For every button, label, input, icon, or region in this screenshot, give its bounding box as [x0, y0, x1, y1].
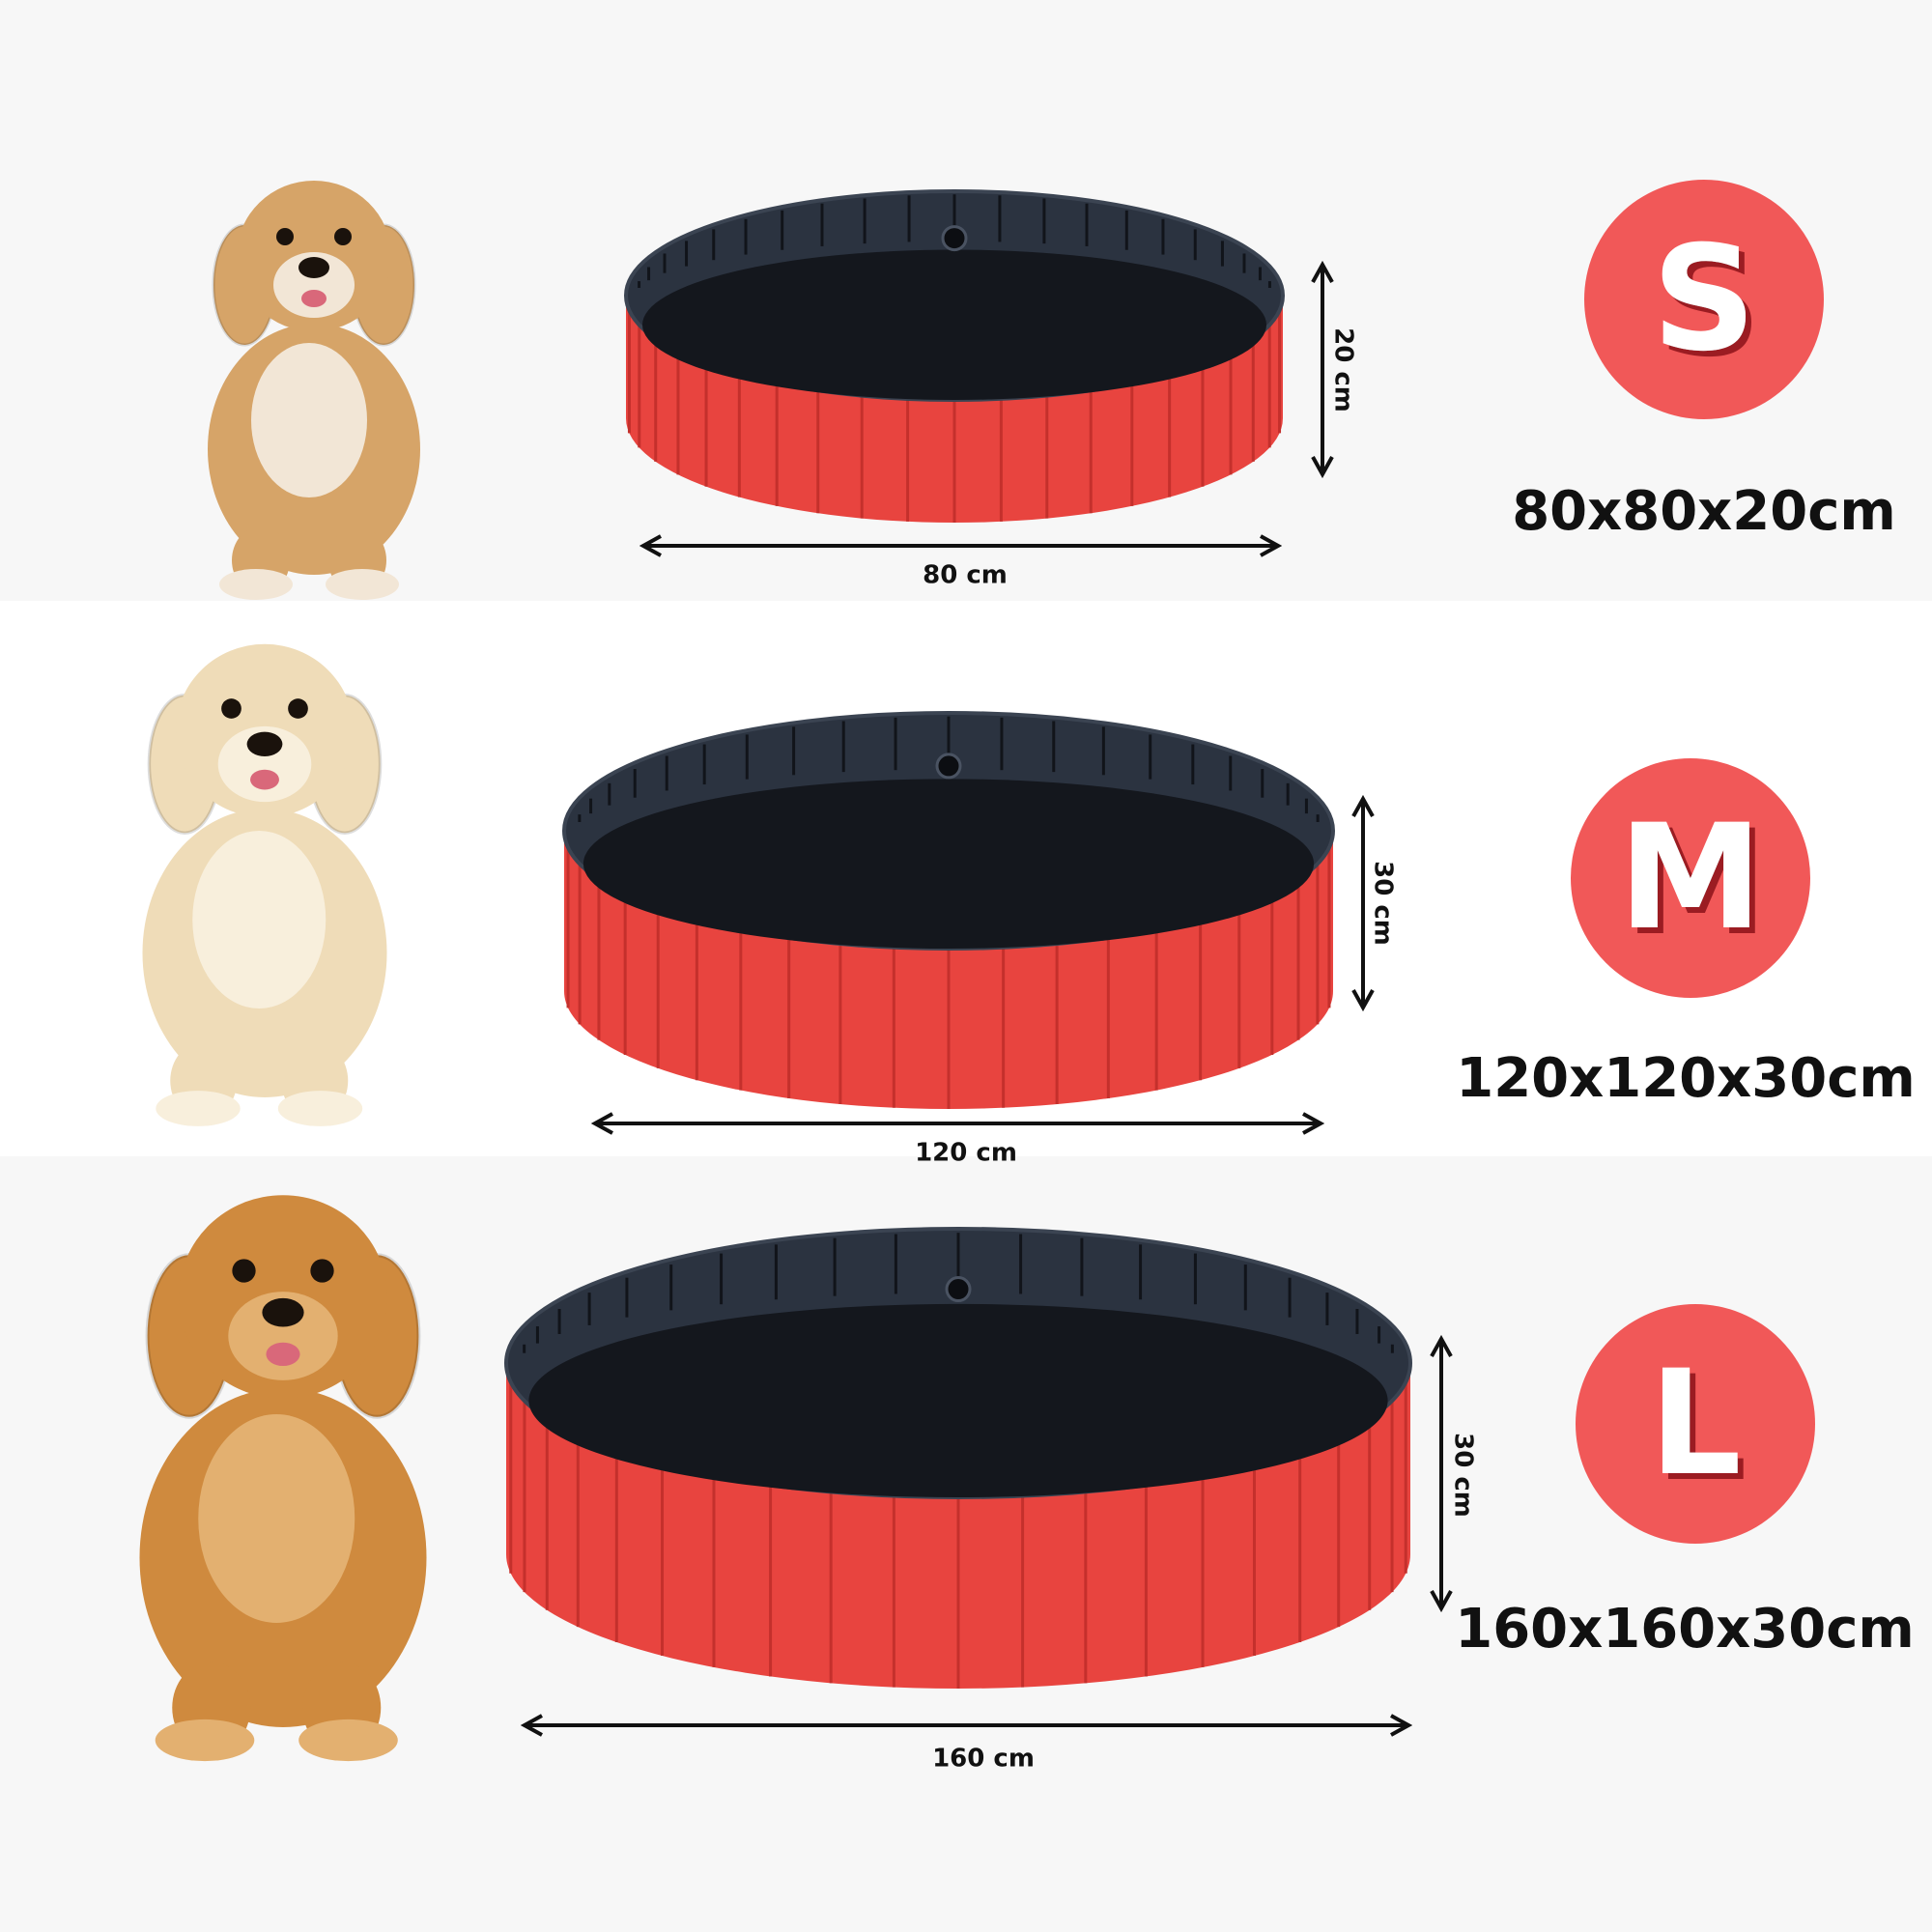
dog-tongue [301, 290, 327, 307]
dog-tongue [266, 1342, 300, 1367]
dog [142, 643, 387, 1126]
dog-paw [156, 1091, 241, 1126]
size-letter: M [1618, 794, 1762, 962]
size-badge [1571, 758, 1810, 998]
dog-chest [251, 343, 367, 497]
size-badge [1584, 180, 1824, 419]
pool-drain [935, 753, 962, 780]
dog-muzzle [228, 1292, 338, 1380]
pool-floor [582, 779, 1315, 949]
width-label: 160 cm [932, 1745, 1035, 1774]
pool [624, 189, 1285, 523]
width-label: 80 cm [923, 561, 1008, 590]
dog-paw [326, 569, 399, 600]
size-dimensions: 80x80x20cm [1512, 480, 1896, 543]
dog-eye [288, 698, 308, 719]
size-dimensions: 160x160x30cm [1455, 1598, 1915, 1661]
dog-tongue [250, 769, 279, 790]
dog-nose [262, 1297, 304, 1327]
dog-nose [298, 257, 329, 278]
dog-paw [298, 1719, 398, 1762]
dog-eye [232, 1259, 256, 1283]
dog-muzzle [217, 725, 312, 803]
dog-eye [334, 228, 352, 245]
dog-chest [198, 1414, 355, 1623]
dog [139, 1195, 427, 1762]
pool-drain [945, 1276, 972, 1303]
size-letter: L [1649, 1340, 1742, 1508]
dog-paw [155, 1719, 255, 1762]
dog-paw [277, 1091, 363, 1126]
pool [504, 1227, 1412, 1689]
dog-eye [310, 1259, 334, 1283]
height-label: 20 cm [1329, 327, 1358, 412]
pool-floor [642, 249, 1266, 400]
dog-eye [276, 228, 294, 245]
dog-muzzle [273, 252, 355, 318]
dog [208, 181, 420, 600]
pool-floor [528, 1303, 1388, 1498]
size-letter: S [1652, 215, 1756, 384]
height-label: 30 cm [1449, 1433, 1478, 1518]
pool [562, 711, 1335, 1109]
width-label: 120 cm [915, 1139, 1017, 1168]
size-badge [1576, 1304, 1815, 1544]
height-label: 30 cm [1369, 861, 1398, 946]
dog-eye [221, 698, 242, 719]
dog-nose [246, 731, 283, 756]
dog-chest [192, 831, 327, 1009]
size-dimensions: 120x120x30cm [1456, 1047, 1916, 1110]
pool-drain [941, 225, 968, 252]
dog-paw [219, 569, 293, 600]
